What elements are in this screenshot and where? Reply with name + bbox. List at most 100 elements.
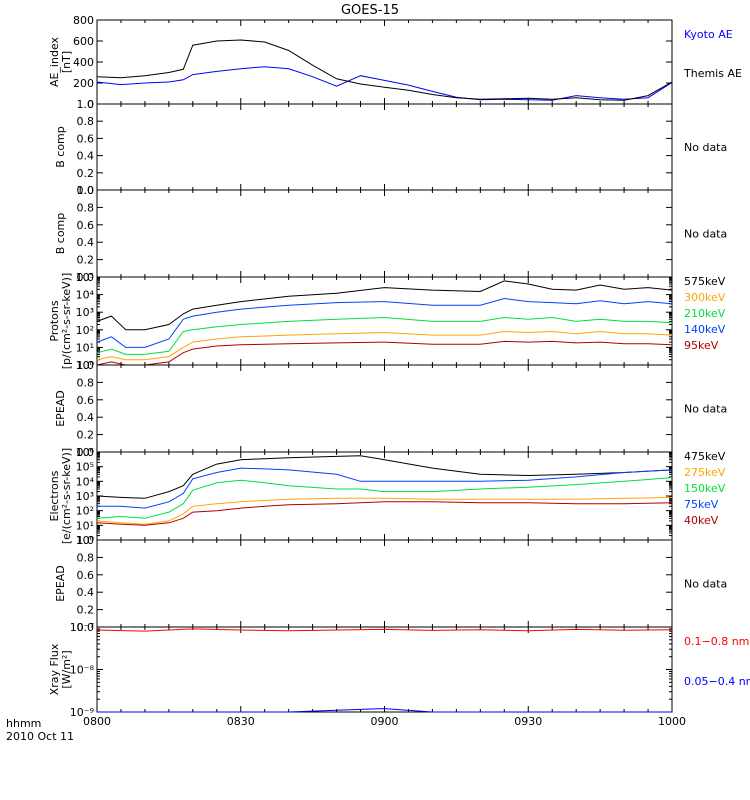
series-line-140kev [96,297,673,348]
series-line-75kev [97,467,673,509]
y-tick-label: 0.8 [77,115,95,128]
series-line-210kev [96,316,673,355]
y-axis-label: B comp [54,126,67,168]
y-axis-label: Xray Flux [48,643,61,695]
y-tick-label: 800 [73,14,94,27]
y-tick-label: 10¹ [76,519,94,532]
x-tick-label: 0930 [514,715,542,728]
panel-epead2: 0.0 0.2 0.4 0.6 0.8 1.0 EPEAD No data [54,534,727,634]
panel-b2: 0.0 0.2 0.4 0.6 0.8 1.0 B comp No data [54,184,727,284]
y-tick-label: 10¹ [76,341,94,354]
y-tick-label: 0.4 [77,586,95,599]
y-tick-label: 10⁻⁹ [70,706,94,719]
y-axis-label: EPEAD [54,390,67,427]
y-tick-label: 600 [73,35,94,48]
series-line-275kev [96,496,673,525]
y-tick-label: 0.6 [77,569,95,582]
series-line-40kev [96,501,673,526]
y-tick-label: 1.0 [77,184,95,197]
legend-entry: 75keV [684,498,719,511]
y-tick-label: 10³ [76,306,94,319]
legend-entry: 300keV [684,291,726,304]
y-axis-label: [W/m²] [60,650,73,688]
legend-entry: 275keV [684,466,726,479]
y-axis-label: Electrons [48,470,61,521]
y-tick-label: 10⁻⁷ [70,621,94,634]
panel-frame [96,539,673,628]
y-tick-label: 10² [76,505,94,518]
panel-ae: 0 200 400 600 800 AE_index [nT] Kyoto AE Themis … [48,14,742,111]
series-line-kyoto-ae [96,66,673,101]
legend-entry: 150keV [684,482,726,495]
y-tick-label: 0.2 [77,254,95,267]
series-line-575kev [96,280,673,331]
series-line-0-1-0-8-nm [96,628,673,632]
legend-entry: 0.1−0.8 nm [684,635,749,648]
y-tick-label: 0.2 [77,604,95,617]
panel-frame [96,189,673,278]
panel-protons: 10⁰ 10¹ 10² 10³ 10⁴ 10⁵ Protons [p/(cm²-s-sr-ke… [48,271,726,372]
y-tick-label: 10⁻⁸ [70,664,95,677]
y-tick-label: 10⁵ [76,461,94,474]
y-tick-label: 0.0 [77,446,95,459]
panel-b1: 0.0 0.2 0.4 0.6 0.8 1.0 B comp No data [54,98,727,197]
legend-entry: 140keV [684,323,726,336]
y-axis-label: [p/(cm²-s-sr-keV)] [60,273,73,370]
y-tick-label: 10⁶ [76,446,95,459]
series-line-150kev [96,477,673,519]
panel-frame [96,103,673,191]
series-line-300kev [96,330,673,361]
y-tick-label: 400 [73,56,94,69]
y-tick-label: 1.0 [77,534,95,547]
date-label: 2010 Oct 11 [6,730,74,743]
y-tick-label: 1.0 [77,98,95,111]
plot-title: GOES-15 [341,3,399,18]
y-tick-label: 0.8 [77,201,95,214]
y-tick-label: 10⁰ [76,534,95,547]
legend-entry: 95keV [684,339,719,352]
y-tick-label: 0.6 [77,394,95,407]
y-tick-label: 0.8 [77,376,95,389]
x-tick-label: 0900 [371,715,399,728]
y-axis-label: B comp [54,213,67,255]
y-tick-label: 0.2 [77,167,95,180]
y-tick-label: 0.4 [77,236,95,249]
y-axis-label: EPEAD [54,565,67,602]
y-axis-label: [e/(cm²-s-sr-keV)] [60,448,73,544]
x-tick-label: 1000 [658,715,686,728]
y-tick-label: 0.4 [77,150,95,163]
legend-entry: Kyoto AE [684,28,733,41]
series-line-475kev [96,455,673,499]
y-tick-label: 0.2 [77,429,95,442]
time-axis-label: hhmm [6,717,41,730]
legend-entry: Themis AE [683,67,742,80]
panel-frame [96,19,673,105]
series-line-0-05-0-4-nm [97,708,672,713]
y-tick-label: 10⁴ [76,289,95,302]
y-tick-label: 10³ [76,490,94,503]
y-tick-label: 1.0 [77,359,95,372]
y-tick-label: 10⁰ [76,359,95,372]
y-tick-label: 0.4 [77,411,95,424]
series-line-themis-ae [96,39,673,101]
no-data-label: No data [684,228,727,241]
legend-entry: 0.05−0.4 nm [684,675,750,688]
panel-frame [96,451,673,541]
panel-frame [96,364,673,453]
y-tick-label: 10⁴ [76,475,95,488]
panel-xray: 10⁻⁹ 10⁻⁸ 10⁻⁷ Xray Flux [W/m²] 0.1−0.8 nm 0.0… [48,621,750,719]
y-tick-label: 0.0 [77,271,95,284]
panel-epead1: 0.0 0.2 0.4 0.6 0.8 1.0 EPEAD No data [54,359,727,459]
no-data-label: No data [684,578,727,591]
y-axis-label: AE_index [48,36,61,87]
y-tick-label: 10² [76,324,94,337]
legend-entry: 210keV [684,307,726,320]
x-tick-label: 0800 [83,715,111,728]
panel-frame [96,626,673,713]
y-tick-label: 10⁵ [76,271,94,284]
y-axis-label: Protons [48,300,61,341]
y-tick-label: 0 [87,98,94,111]
